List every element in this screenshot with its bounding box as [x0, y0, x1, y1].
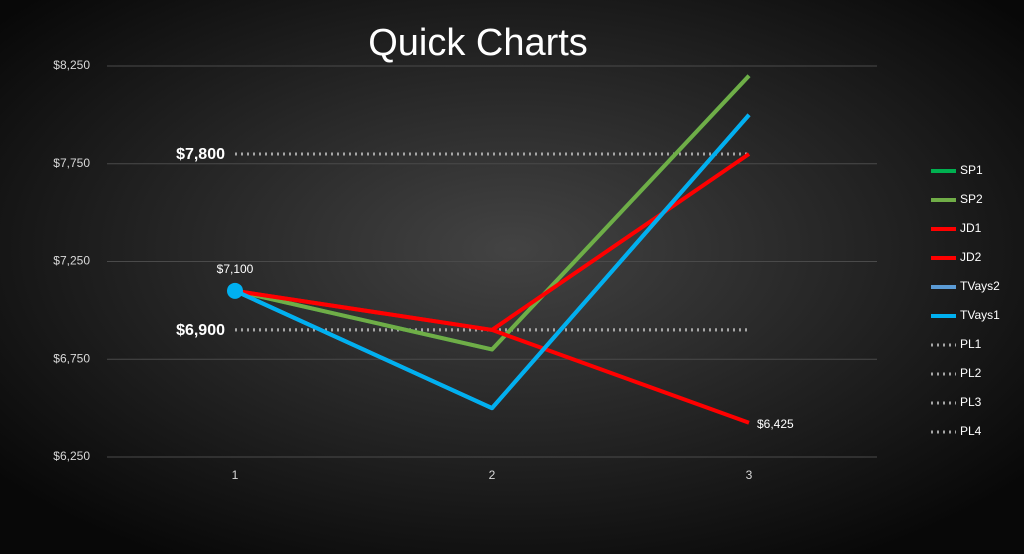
x-tick-label: 2: [489, 468, 496, 482]
point-marker: [227, 282, 243, 299]
x-tick-label: 1: [232, 468, 239, 482]
y-tick-label: $7,250: [53, 254, 90, 268]
y-tick-label: $6,250: [53, 449, 90, 463]
legend-label: SP2: [960, 192, 983, 206]
legend-label: JD1: [960, 221, 982, 235]
legend-label: TVays2: [960, 279, 1000, 293]
y-tick-label: $7,750: [53, 156, 90, 170]
x-tick-label: 3: [746, 468, 753, 482]
data-label: $7,100: [217, 262, 254, 276]
reference-label: $7,800: [176, 146, 225, 163]
chart-title: Quick Charts: [368, 22, 588, 64]
series-line: [234, 113, 751, 411]
legend-label: TVays1: [960, 308, 1000, 322]
series-line: [234, 74, 751, 352]
legend-label: PL1: [960, 337, 982, 351]
legend-label: PL2: [960, 366, 982, 380]
legend-label: SP1: [960, 163, 983, 177]
legend-label: JD2: [960, 250, 982, 264]
data-label: $6,425: [757, 417, 794, 431]
y-tick-label: $8,250: [53, 58, 90, 72]
legend-label: PL4: [960, 424, 982, 438]
y-tick-label: $6,750: [53, 351, 90, 365]
legend-label: PL3: [960, 395, 982, 409]
reference-label: $6,900: [176, 322, 225, 339]
